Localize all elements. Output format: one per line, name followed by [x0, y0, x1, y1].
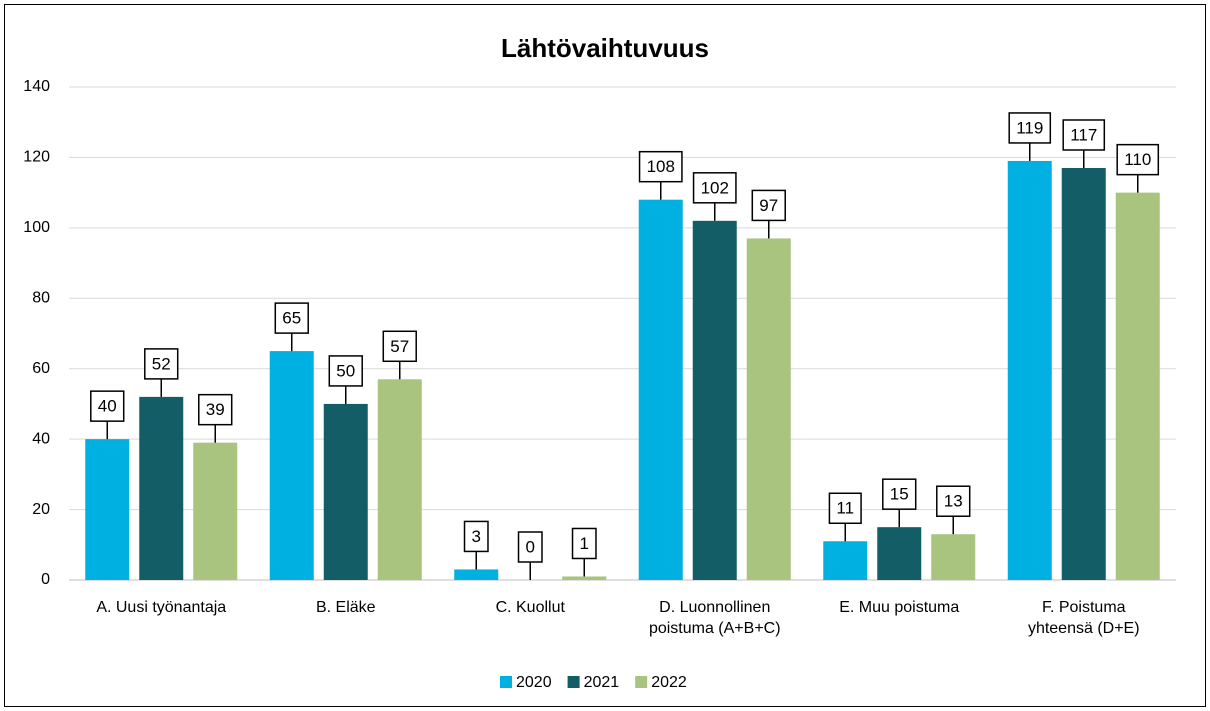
x-tick-label: D. Luonnollinen poistuma (A+B+C) — [648, 599, 781, 637]
data-label: 11 — [836, 499, 854, 518]
bar — [269, 351, 314, 580]
y-tick-label: 80 — [32, 290, 50, 307]
legend-swatch — [500, 676, 512, 688]
data-label-box — [692, 172, 737, 204]
legend-label: 2021 — [584, 674, 620, 691]
bar — [931, 534, 976, 580]
data-label: 119 — [1016, 118, 1043, 137]
data-label-box — [1062, 119, 1106, 151]
bar — [638, 199, 683, 580]
data-label: 1 — [580, 534, 589, 553]
legend-swatch — [567, 676, 580, 688]
x-tick-label: A. Uusi työnantaja — [96, 599, 227, 616]
data-label-box — [828, 492, 862, 525]
data-label-box — [274, 302, 309, 334]
legend-label: 2020 — [516, 674, 552, 691]
bar — [562, 576, 607, 580]
x-tick-label: B. Eläke — [315, 599, 376, 616]
bar — [323, 403, 368, 580]
data-label-box — [463, 520, 489, 553]
legend-swatch — [635, 676, 648, 688]
data-label-box — [571, 527, 597, 560]
data-label-box — [936, 485, 971, 517]
data-label: 39 — [206, 400, 225, 419]
x-tick-label: E. Muu poistuma — [839, 599, 960, 616]
data-label-box — [198, 393, 233, 426]
data-label: 13 — [944, 492, 963, 511]
bar — [454, 569, 499, 580]
legend-label: 2022 — [651, 674, 687, 691]
data-label: 110 — [1124, 150, 1151, 169]
data-label: 0 — [526, 537, 535, 556]
bar — [139, 396, 184, 580]
data-label: 108 — [647, 157, 675, 176]
data-label: 40 — [98, 397, 117, 416]
data-label-box — [328, 355, 363, 387]
bar — [746, 238, 791, 580]
data-label-box — [1116, 143, 1160, 176]
data-label-box — [751, 189, 786, 222]
data-label: 117 — [1070, 125, 1097, 144]
x-tick-label: C. Kuollut — [495, 599, 565, 616]
data-label: 97 — [759, 196, 778, 215]
bar — [823, 541, 868, 580]
y-tick-label: 60 — [32, 360, 50, 377]
data-label: 102 — [701, 178, 729, 197]
bar — [692, 220, 737, 581]
data-label: 3 — [472, 527, 481, 546]
y-tick-label: 100 — [23, 219, 50, 236]
data-label-box — [1008, 112, 1052, 144]
data-label: 15 — [890, 485, 909, 504]
data-label-box — [638, 150, 683, 183]
y-tick-label: 0 — [41, 571, 50, 588]
data-label-box — [882, 478, 917, 510]
bar — [877, 527, 922, 580]
bar — [1115, 192, 1160, 580]
chart-title: Lähtövaihtuvuus — [501, 33, 709, 63]
data-label: 50 — [336, 361, 355, 380]
data-label-box — [517, 531, 543, 563]
bar — [85, 439, 130, 580]
y-tick-label: 20 — [32, 501, 50, 518]
y-tick-label: 140 — [23, 78, 50, 95]
y-tick-label: 120 — [23, 149, 50, 166]
bar — [1061, 167, 1106, 580]
data-label: 65 — [282, 309, 301, 328]
data-label: 52 — [152, 354, 171, 373]
y-tick-label: 40 — [32, 430, 50, 447]
chart-border — [4, 4, 1206, 707]
data-label-box — [144, 348, 179, 380]
data-label: 57 — [390, 337, 409, 356]
bar — [193, 442, 238, 580]
bar — [377, 379, 422, 580]
bar — [1007, 160, 1052, 580]
data-label-box — [90, 390, 125, 422]
x-tick-label: F. Poistuma yhteensä (D+E) — [1027, 599, 1140, 637]
data-label-box — [382, 330, 417, 363]
